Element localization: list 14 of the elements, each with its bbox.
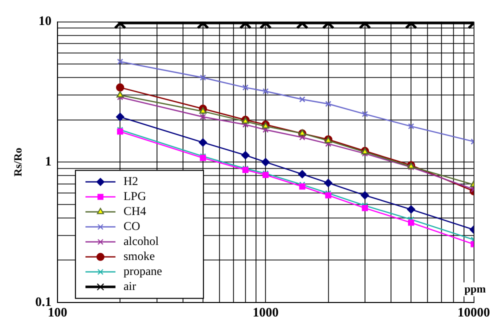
x-tick-label: 10000	[458, 304, 490, 320]
x-tick-label: 1000	[252, 304, 279, 320]
y-tick-label: 1	[44, 153, 52, 168]
legend-label: propane	[123, 264, 162, 278]
legend-label: smoke	[123, 249, 155, 264]
legend-label: air	[123, 279, 136, 294]
legend-label: CH4	[123, 204, 146, 218]
x-axis-title: ppm	[464, 284, 486, 296]
legend-label: LPG	[123, 189, 146, 204]
legend-label: H2	[123, 174, 138, 188]
legend-label: CO	[123, 219, 140, 234]
legend-label: alcohol	[123, 234, 160, 248]
y-tick-label: 10	[38, 13, 52, 28]
y-axis-title: Rs/Ro	[12, 147, 24, 176]
